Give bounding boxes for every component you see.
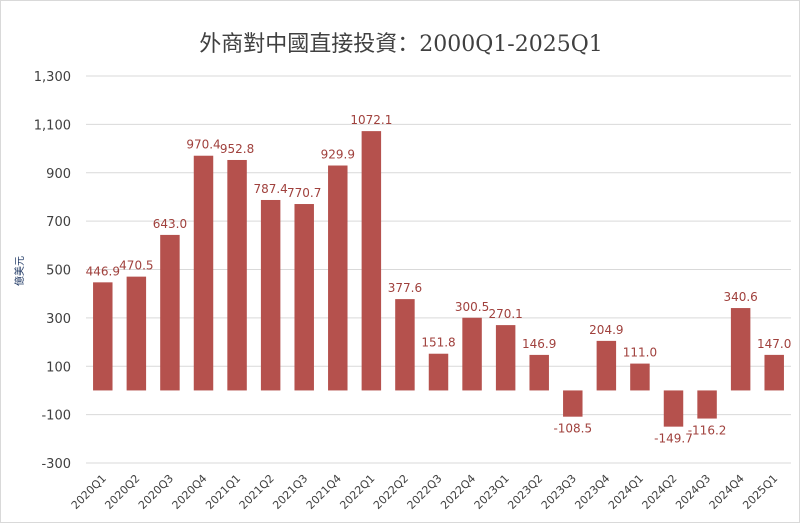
data-label: 151.8 — [421, 336, 455, 350]
x-tick-label: 2020Q2 — [102, 472, 142, 512]
data-label: 1072.1 — [350, 113, 392, 127]
bar-2024q3 — [697, 390, 717, 419]
bar-2022q3 — [428, 353, 449, 391]
gridlines — [86, 75, 791, 464]
x-tick-label: 2021Q2 — [237, 472, 277, 512]
bar-2020q3 — [160, 234, 180, 391]
y-tick-label: -300 — [41, 457, 71, 472]
bar-2024q1 — [630, 363, 650, 391]
data-label: 470.5 — [119, 259, 153, 273]
data-label: -108.5 — [553, 422, 592, 436]
data-label: 300.5 — [455, 300, 489, 314]
x-tick-label: 2023Q1 — [472, 472, 512, 512]
bar-2021q2 — [260, 199, 281, 391]
y-tick-label: 300 — [46, 312, 71, 327]
bar-2021q4 — [328, 165, 348, 391]
data-label: 970.4 — [186, 138, 220, 152]
bar-2022q2 — [395, 299, 415, 391]
bar-2020q1 — [93, 282, 113, 391]
y-axis-ticks: -300 -100 100 300 500 700 900 1,100 1,300 — [34, 70, 71, 472]
y-tick-label: 1,100 — [34, 118, 71, 133]
bar-2025q1 — [764, 354, 784, 391]
x-tick-label: 2024Q2 — [640, 472, 680, 512]
x-tick-label: 2020Q1 — [69, 472, 109, 512]
bar-2020q4 — [193, 155, 214, 391]
data-label: -149.7 — [654, 432, 693, 446]
bar-2023q3 — [563, 390, 583, 417]
x-tick-label: 2021Q1 — [203, 472, 243, 512]
x-tick-label: 2022Q4 — [438, 472, 478, 512]
data-label: 146.9 — [522, 337, 556, 351]
chart-title: 外商對中國直接投資：2000Q1-2025Q1 — [199, 32, 602, 57]
x-tick-label: 2022Q2 — [371, 472, 411, 512]
bar-2022q1 — [361, 131, 382, 391]
x-tick-label: 2021Q4 — [304, 472, 344, 512]
y-tick-label: 900 — [46, 167, 71, 182]
x-tick-label: 2023Q3 — [539, 472, 579, 512]
x-tick-label: 2022Q3 — [405, 472, 445, 512]
x-tick-label: 2025Q1 — [740, 472, 780, 512]
data-label: 270.1 — [488, 307, 522, 321]
x-tick-label: 2020Q3 — [136, 472, 176, 512]
y-axis-label: 億美元 — [13, 256, 26, 286]
x-axis-ticks: 2020Q12020Q22020Q32020Q42021Q12021Q22021… — [69, 472, 780, 512]
x-tick-label: 2020Q4 — [170, 472, 210, 512]
data-label: 952.8 — [220, 142, 254, 156]
bar-2023q2 — [529, 354, 549, 391]
bar-2021q3 — [294, 204, 314, 391]
bar-2022q4 — [462, 317, 482, 391]
y-tick-label: 500 — [46, 264, 71, 279]
bar-2024q4 — [730, 308, 751, 391]
bars — [93, 131, 784, 427]
bar-2024q2 — [663, 390, 684, 427]
x-tick-label: 2024Q4 — [707, 472, 747, 512]
x-tick-label: 2023Q4 — [572, 472, 612, 512]
y-tick-label: 100 — [46, 360, 71, 375]
bar-2021q1 — [227, 159, 247, 391]
x-tick-label: 2023Q2 — [505, 472, 545, 512]
bar-2023q1 — [495, 325, 516, 391]
data-label: 204.9 — [589, 323, 623, 337]
data-label: 787.4 — [253, 182, 287, 196]
data-label: 446.9 — [86, 264, 120, 278]
data-label: -116.2 — [688, 424, 727, 438]
x-tick-label: 2021Q3 — [270, 472, 310, 512]
bar-2020q2 — [126, 276, 147, 391]
bar-2023q4 — [596, 340, 617, 391]
data-label: 340.6 — [723, 290, 757, 304]
y-tick-label: -100 — [41, 409, 71, 424]
y-tick-label: 1,300 — [34, 70, 71, 85]
data-label: 147.0 — [757, 337, 791, 351]
x-tick-label: 2022Q1 — [337, 472, 377, 512]
x-tick-label: 2024Q1 — [606, 472, 646, 512]
data-label: 377.6 — [388, 281, 422, 295]
data-label: 643.0 — [153, 217, 187, 231]
data-label: 929.9 — [321, 148, 355, 162]
data-label: 770.7 — [287, 186, 321, 200]
y-tick-label: 700 — [46, 215, 71, 230]
data-labels: 446.9 470.5 643.0 970.4 952.8 787.4 770.7 929.9… — [86, 113, 792, 446]
data-label: 111.0 — [623, 346, 657, 360]
x-tick-label: 2024Q3 — [673, 472, 713, 512]
